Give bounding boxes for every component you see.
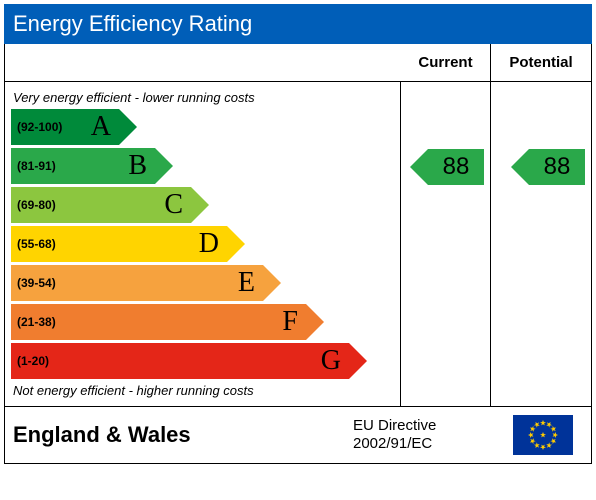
band-letter-d: D: [199, 228, 219, 260]
footer: England & Wales EU Directive 2002/91/EC: [5, 406, 591, 463]
arrow-potential-value: 88: [529, 149, 585, 185]
rating-col-current: 88: [401, 82, 491, 406]
band-letter-f: F: [282, 306, 298, 338]
title-text: Energy Efficiency Rating: [13, 11, 252, 36]
band-bar-g: (1-20) G: [11, 343, 349, 379]
band-letter-b: B: [128, 150, 147, 182]
band-range-a: (92-100): [17, 120, 62, 134]
band-row-d: (55-68) D: [11, 226, 400, 262]
body-row: Very energy efficient - lower running co…: [5, 82, 591, 406]
eu-flag-icon: [513, 415, 573, 455]
footer-directive: EU Directive 2002/91/EC: [353, 417, 513, 453]
band-bar-e: (39-54) E: [11, 265, 263, 301]
arrow-current: 88: [428, 149, 484, 185]
band-row-c: (69-80) C: [11, 187, 400, 223]
band-row-g: (1-20) G: [11, 343, 400, 379]
band-bar-d: (55-68) D: [11, 226, 227, 262]
band-row-f: (21-38) F: [11, 304, 400, 340]
band-bar-f: (21-38) F: [11, 304, 306, 340]
band-range-d: (55-68): [17, 237, 56, 251]
epc-chart: Energy Efficiency Rating Current Potenti…: [0, 0, 596, 500]
main-panel: Current Potential Very energy efficient …: [4, 44, 592, 464]
band-bar-a: (92-100) A: [11, 109, 119, 145]
bars-cell: Very energy efficient - lower running co…: [5, 82, 401, 406]
band-bar-b: (81-91) B: [11, 148, 155, 184]
arrow-potential: 88: [529, 149, 585, 185]
band-range-e: (39-54): [17, 276, 56, 290]
directive-line1: EU Directive: [353, 417, 436, 434]
band-row-a: (92-100) A: [11, 109, 400, 145]
band-letter-e: E: [238, 267, 255, 299]
band-letter-g: G: [321, 345, 341, 377]
caption-efficient: Very energy efficient - lower running co…: [11, 88, 400, 109]
bars-stack: (92-100) A (81-91) B (69-80) C (55-68) D (39-54)…: [11, 109, 400, 379]
band-row-e: (39-54) E: [11, 265, 400, 301]
rating-col-potential: 88: [491, 82, 591, 406]
band-letter-a: A: [91, 111, 111, 143]
band-bar-c: (69-80) C: [11, 187, 191, 223]
band-range-c: (69-80): [17, 198, 56, 212]
band-range-b: (81-91): [17, 159, 56, 173]
header-row: Current Potential: [5, 44, 591, 82]
arrow-current-value: 88: [428, 149, 484, 185]
header-spacer: [5, 44, 401, 82]
band-row-b: (81-91) B: [11, 148, 400, 184]
band-range-f: (21-38): [17, 315, 56, 329]
band-letter-c: C: [164, 189, 183, 221]
band-range-g: (1-20): [17, 354, 49, 368]
header-current: Current: [401, 44, 491, 82]
title-bar: Energy Efficiency Rating: [4, 4, 592, 44]
caption-inefficient: Not energy efficient - higher running co…: [11, 379, 400, 400]
directive-line2: 2002/91/EC: [353, 435, 432, 452]
header-potential: Potential: [491, 44, 591, 82]
footer-region: England & Wales: [13, 422, 353, 448]
